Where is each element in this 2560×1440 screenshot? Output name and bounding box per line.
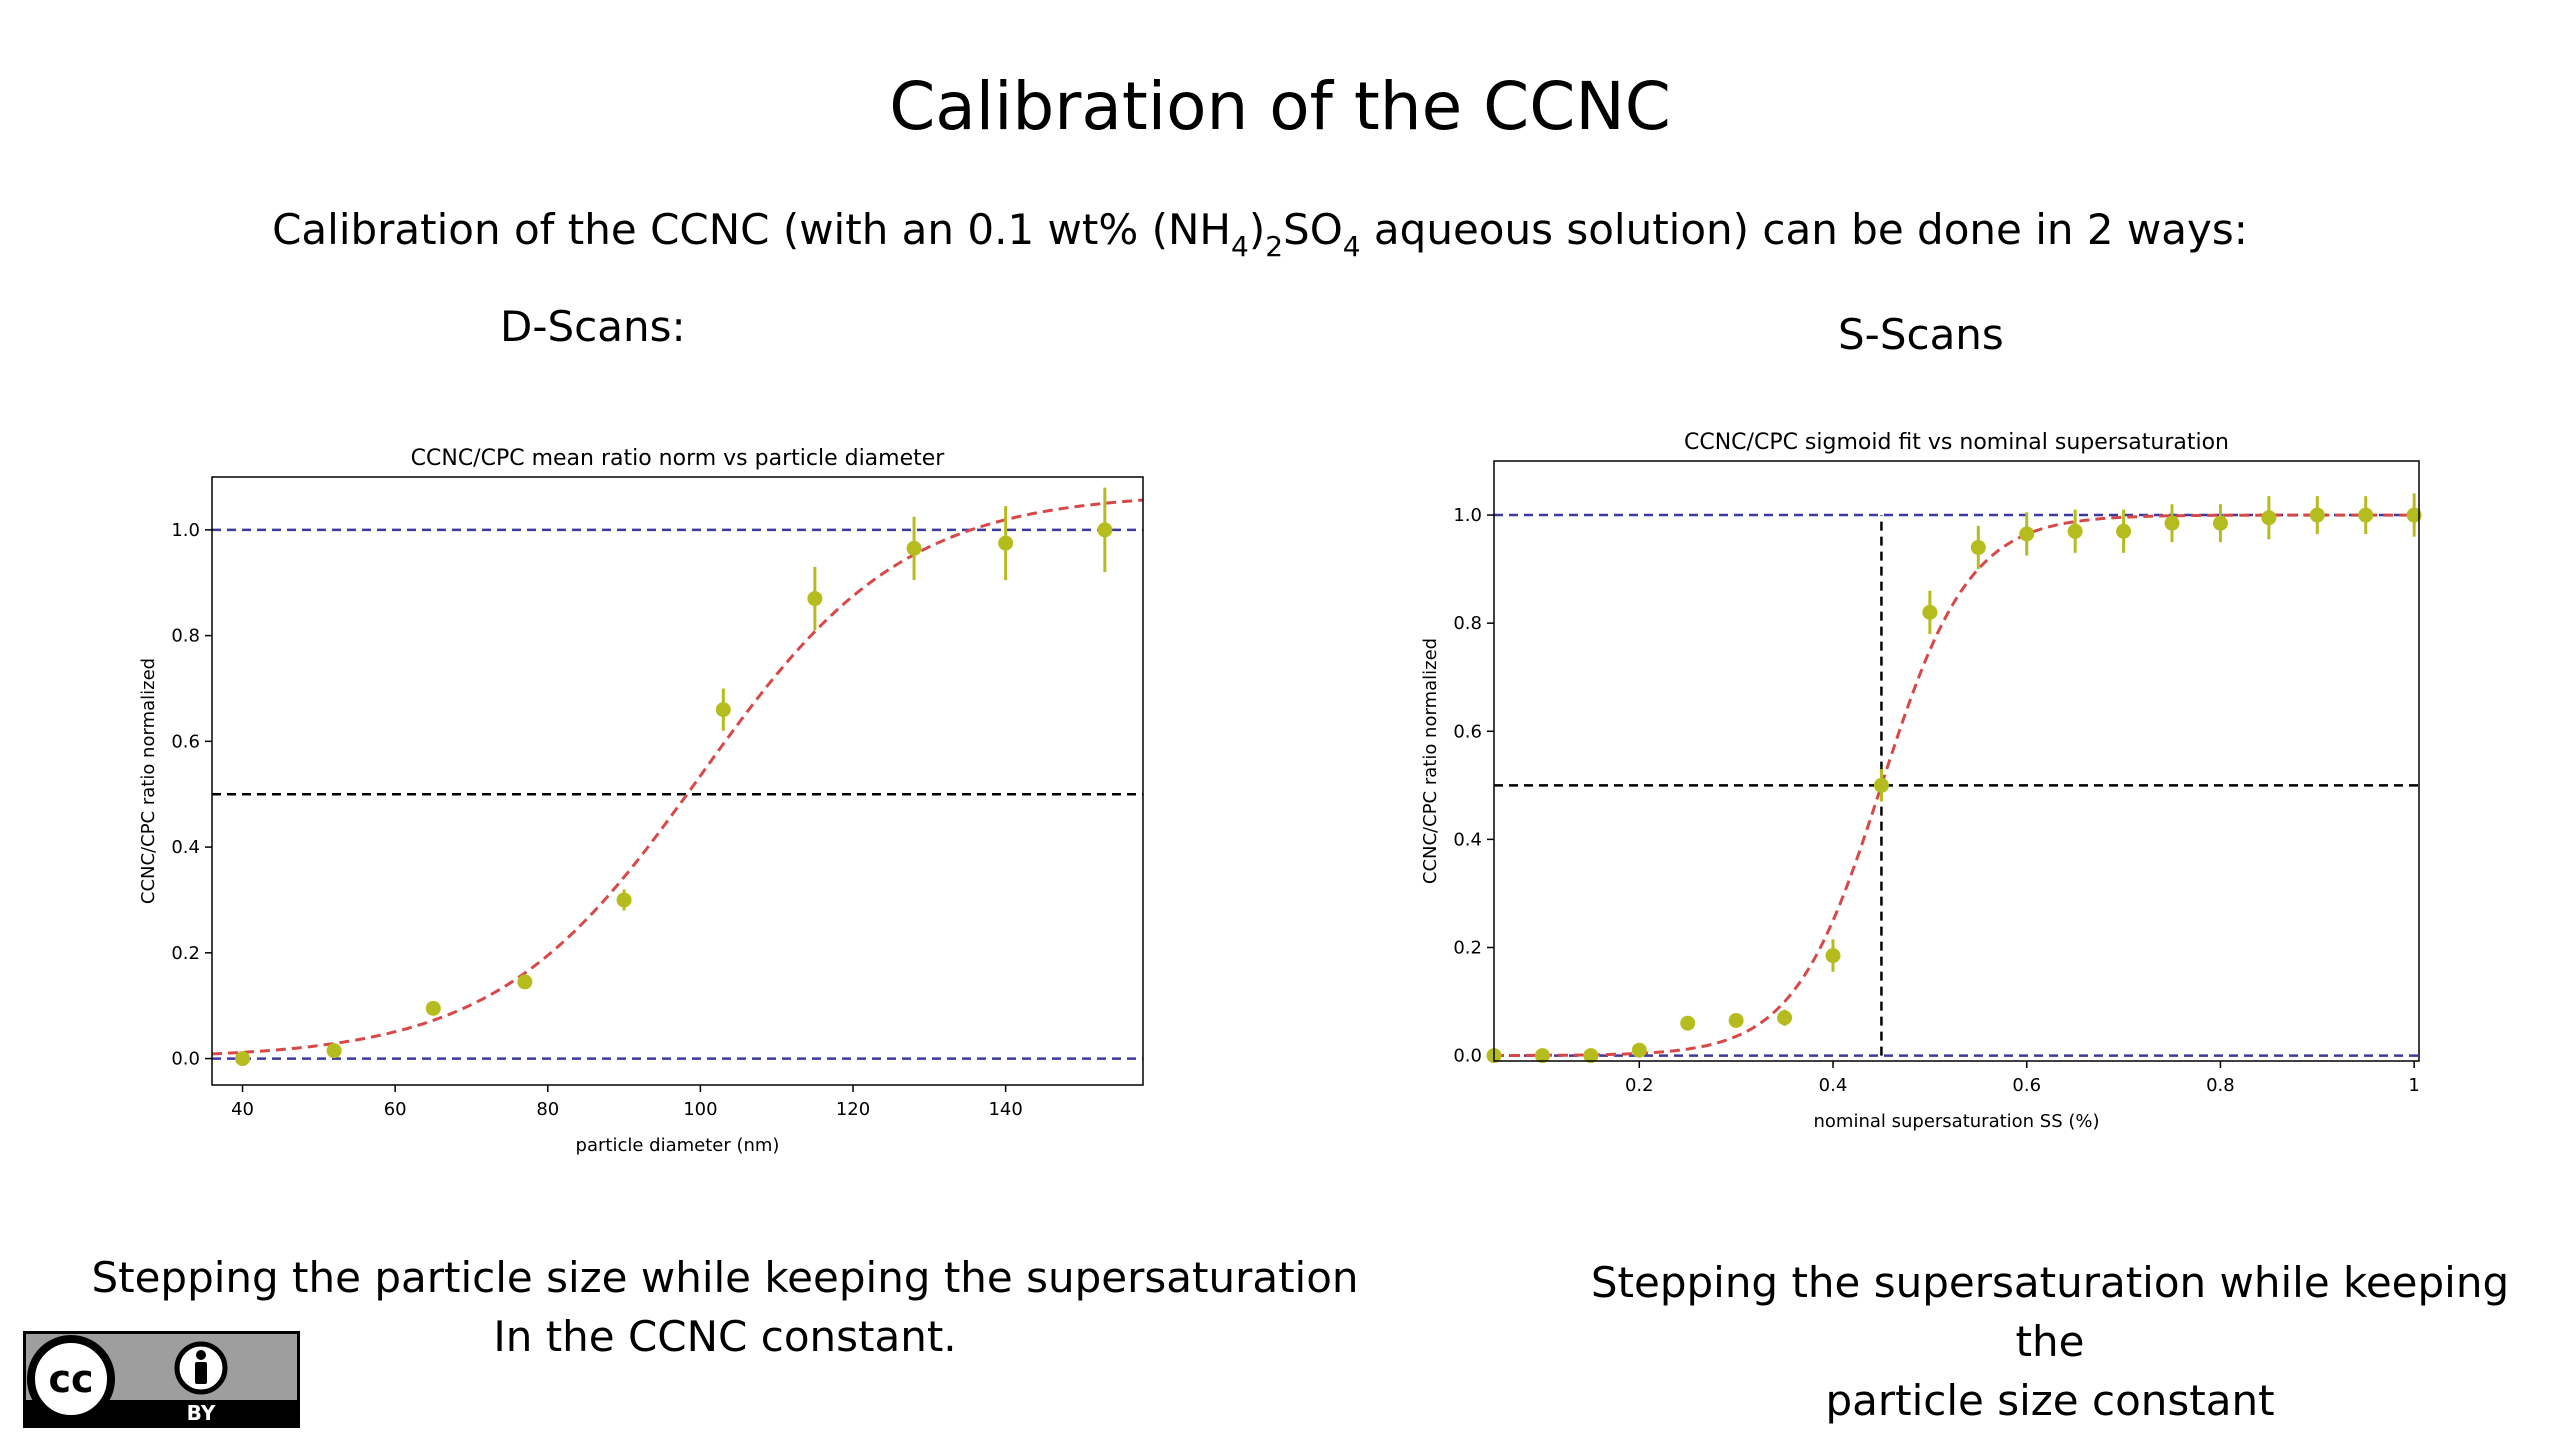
data-point bbox=[2164, 515, 2180, 531]
s-scans-caption-line-2: particle size constant bbox=[1825, 1376, 2275, 1425]
cc-icon: cc bbox=[27, 1335, 115, 1423]
x-tick-label: 40 bbox=[231, 1099, 254, 1120]
y-tick-label: 0.6 bbox=[171, 731, 200, 752]
data-point bbox=[2019, 526, 2035, 542]
data-point bbox=[715, 702, 731, 718]
data-point bbox=[2358, 507, 2374, 523]
x-tick-label: 0.6 bbox=[2012, 1075, 2041, 1096]
x-axis-label: particle diameter (nm) bbox=[576, 1135, 780, 1156]
data-point bbox=[1825, 948, 1841, 964]
x-tick-label: 0.2 bbox=[1625, 1075, 1654, 1096]
slide-subtitle: Calibration of the CCNC (with an 0.1 wt%… bbox=[0, 205, 2520, 263]
y-tick-label: 0.4 bbox=[171, 837, 200, 858]
subtitle-sub-1: 4 bbox=[1230, 230, 1249, 263]
y-tick-label: 0.2 bbox=[1453, 937, 1482, 958]
data-point bbox=[2067, 523, 2083, 539]
data-point bbox=[2309, 507, 2325, 523]
data-point bbox=[1873, 777, 1889, 793]
svg-text:cc: cc bbox=[48, 1357, 93, 1401]
s-scans-caption-line-1: Stepping the supersaturation while keepi… bbox=[1590, 1258, 2510, 1366]
x-tick-label: 0.8 bbox=[2206, 1075, 2235, 1096]
y-axis-label: CCNC/CPC ratio normalized bbox=[1420, 638, 1441, 884]
data-point bbox=[1728, 1012, 1744, 1028]
data-point bbox=[1534, 1048, 1550, 1064]
chart-title: CCNC/CPC mean ratio norm vs particle dia… bbox=[411, 446, 946, 471]
license-badge-graphic: cc BY bbox=[26, 1335, 297, 1425]
subtitle-text-3: SO bbox=[1283, 205, 1343, 254]
x-tick-label: 80 bbox=[536, 1099, 559, 1120]
slide-title: Calibration of the CCNC bbox=[889, 68, 1671, 145]
data-point bbox=[2116, 523, 2132, 539]
d-scans-label: D-Scans: bbox=[500, 302, 686, 351]
attribution-person-icon bbox=[174, 1341, 228, 1395]
y-tick-label: 0.2 bbox=[171, 943, 200, 964]
data-point bbox=[1583, 1048, 1599, 1064]
license-badge-text: BY bbox=[187, 1401, 216, 1425]
s-scans-label: S-Scans bbox=[1838, 310, 2004, 359]
d-scans-caption-line-2: In the CCNC constant. bbox=[493, 1312, 957, 1361]
chart-1: CCNC/CPC mean ratio norm vs particle dia… bbox=[138, 446, 1144, 1156]
s-scans-caption: Stepping the supersaturation while keepi… bbox=[1560, 1253, 2540, 1430]
plot-frame bbox=[1493, 460, 2420, 1062]
data-point bbox=[1680, 1015, 1696, 1031]
data-point bbox=[807, 591, 823, 607]
d-scans-caption: Stepping the particle size while keeping… bbox=[80, 1248, 1370, 1366]
data-point bbox=[1777, 1010, 1793, 1026]
y-tick-label: 0.8 bbox=[1453, 613, 1482, 634]
x-tick-label: 100 bbox=[683, 1099, 717, 1120]
data-point bbox=[2406, 507, 2422, 523]
data-point bbox=[235, 1051, 251, 1067]
x-tick-label: 60 bbox=[384, 1099, 407, 1120]
x-tick-label: 0.4 bbox=[1819, 1075, 1848, 1096]
data-point bbox=[1970, 539, 1986, 555]
data-point bbox=[616, 892, 632, 908]
subtitle-sub-2: 2 bbox=[1265, 230, 1284, 263]
data-point bbox=[1631, 1042, 1647, 1058]
y-tick-label: 0.4 bbox=[1453, 829, 1482, 850]
x-tick-label: 120 bbox=[836, 1099, 870, 1120]
x-tick-label: 1 bbox=[2408, 1075, 2419, 1096]
chart-title: CCNC/CPC sigmoid fit vs nominal supersat… bbox=[1684, 430, 2229, 455]
subtitle-text-4: aqueous solution) can be done in 2 ways: bbox=[1360, 205, 2248, 254]
y-tick-label: 0.6 bbox=[1453, 721, 1482, 742]
subtitle-text-2: ) bbox=[1248, 205, 1266, 254]
cc-by-license-badge: cc BY bbox=[23, 1331, 300, 1428]
d-scans-caption-line-1: Stepping the particle size while keeping… bbox=[91, 1253, 1359, 1302]
y-tick-label: 0.8 bbox=[171, 626, 200, 647]
data-point bbox=[2261, 510, 2277, 526]
x-tick-label: 140 bbox=[988, 1099, 1022, 1120]
plot-frame bbox=[211, 476, 1144, 1086]
data-point bbox=[1097, 522, 1113, 538]
data-point bbox=[998, 535, 1014, 551]
y-tick-label: 1.0 bbox=[171, 520, 200, 541]
chart-2: CCNC/CPC sigmoid fit vs nominal supersat… bbox=[1420, 430, 2422, 1132]
data-point bbox=[326, 1043, 342, 1059]
data-point bbox=[425, 1000, 441, 1016]
subtitle-sub-3: 4 bbox=[1342, 230, 1361, 263]
x-axis-label: nominal supersaturation SS (%) bbox=[1813, 1111, 2099, 1132]
y-axis-label: CCNC/CPC ratio normalized bbox=[138, 658, 159, 904]
data-point bbox=[1922, 604, 1938, 620]
data-point bbox=[517, 974, 533, 990]
subtitle-text-1: Calibration of the CCNC (with an 0.1 wt%… bbox=[272, 205, 1231, 254]
data-point bbox=[2212, 515, 2228, 531]
data-point bbox=[906, 540, 922, 556]
sigmoid-fit-curve bbox=[211, 498, 1144, 1056]
y-tick-label: 0.0 bbox=[171, 1049, 200, 1070]
y-tick-label: 1.0 bbox=[1453, 505, 1482, 526]
y-tick-label: 0.0 bbox=[1453, 1046, 1482, 1067]
